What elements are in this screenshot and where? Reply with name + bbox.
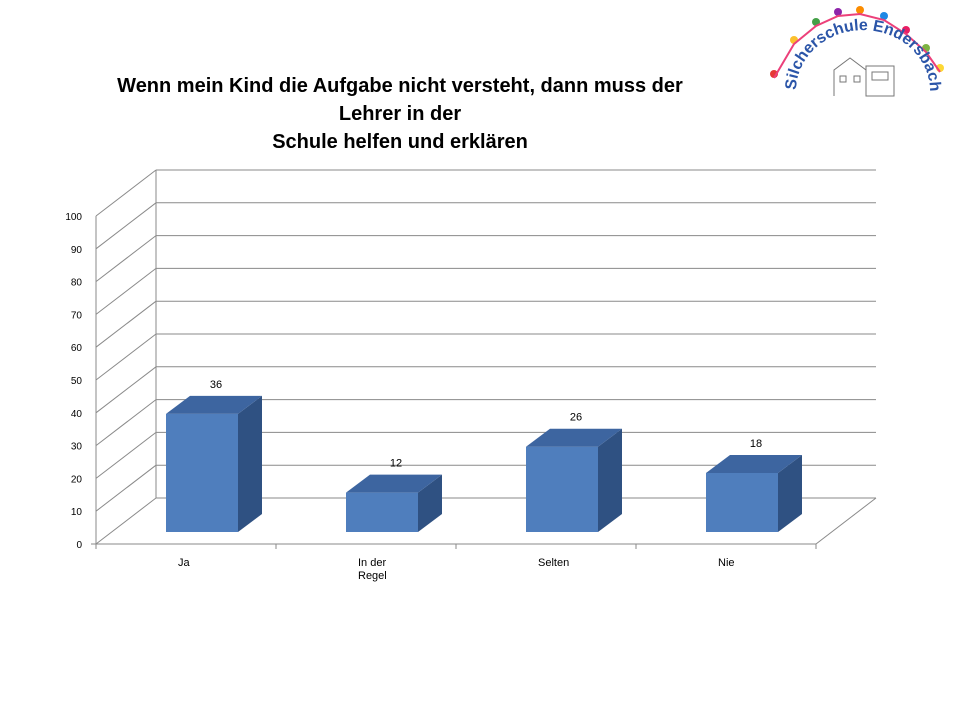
y-tick-label-80: 80 <box>71 278 83 289</box>
y-tick-label-100: 100 <box>65 212 82 223</box>
bar-2 <box>526 446 598 532</box>
school-building-icon <box>833 57 895 97</box>
data-label-3: 18 <box>750 438 762 450</box>
y-tick-label-60: 60 <box>71 343 83 354</box>
data-label-0: 36 <box>210 379 222 391</box>
y-tick-label-70: 70 <box>71 310 83 321</box>
y-tick-label-30: 30 <box>71 442 83 453</box>
floor-right-edge <box>815 497 877 545</box>
x-tick-label-2-line-0: Selten <box>538 557 569 569</box>
logo-text: Silcherschule Endersbach <box>783 17 943 92</box>
bar-top-2 <box>526 428 622 447</box>
side-gridline-0 <box>95 497 157 545</box>
chart-title: Wenn mein Kind die Aufgabe nicht versteh… <box>40 72 760 156</box>
y-tick-label-0: 0 <box>76 540 82 551</box>
side-gridline-90 <box>95 202 157 250</box>
x-tick-label-1-line-1: Regel <box>358 570 387 582</box>
data-label-1: 12 <box>390 458 402 470</box>
bar-top-0 <box>166 395 262 414</box>
y-tick-label-10: 10 <box>71 507 83 518</box>
x-tick-label-1-line-0: In der <box>358 557 386 569</box>
bar-1 <box>346 492 418 532</box>
side-gridline-100 <box>95 169 157 217</box>
bar-0 <box>166 413 238 532</box>
bar-top-1 <box>346 474 442 493</box>
side-gridline-40 <box>95 366 157 414</box>
data-label-2: 26 <box>570 412 582 424</box>
chart-title-line-1: Wenn mein Kind die Aufgabe nicht versteh… <box>117 75 683 97</box>
chart-title-line-2: Lehrer in der <box>338 103 462 125</box>
y-tick-label-90: 90 <box>71 245 83 256</box>
side-gridline-70 <box>95 268 157 315</box>
side-gridline-20 <box>95 432 157 479</box>
x-tick-label-3-line-0: Nie <box>718 557 735 569</box>
children-figures-icon <box>770 6 944 79</box>
side-gridline-50 <box>95 333 157 381</box>
x-tick-label-0-line-0: Ja <box>178 557 191 569</box>
bar-side-1 <box>418 474 442 532</box>
side-gridline-10 <box>95 464 157 512</box>
bar-side-3 <box>778 454 802 532</box>
y-tick-label-50: 50 <box>71 376 83 387</box>
bar-side-2 <box>598 428 622 532</box>
y-tick-label-20: 20 <box>71 474 83 485</box>
bar-side-0 <box>238 395 262 532</box>
side-gridline-60 <box>95 300 157 348</box>
side-gridline-30 <box>95 399 157 446</box>
side-gridline-80 <box>95 235 157 282</box>
chart-title-line-3: Schule helfen und erklären <box>272 131 528 153</box>
y-tick-label-40: 40 <box>71 409 83 420</box>
school-logo: Silcherschule Endersbach <box>770 6 944 97</box>
bar-top-3 <box>706 454 802 473</box>
bar-3 <box>706 472 778 532</box>
